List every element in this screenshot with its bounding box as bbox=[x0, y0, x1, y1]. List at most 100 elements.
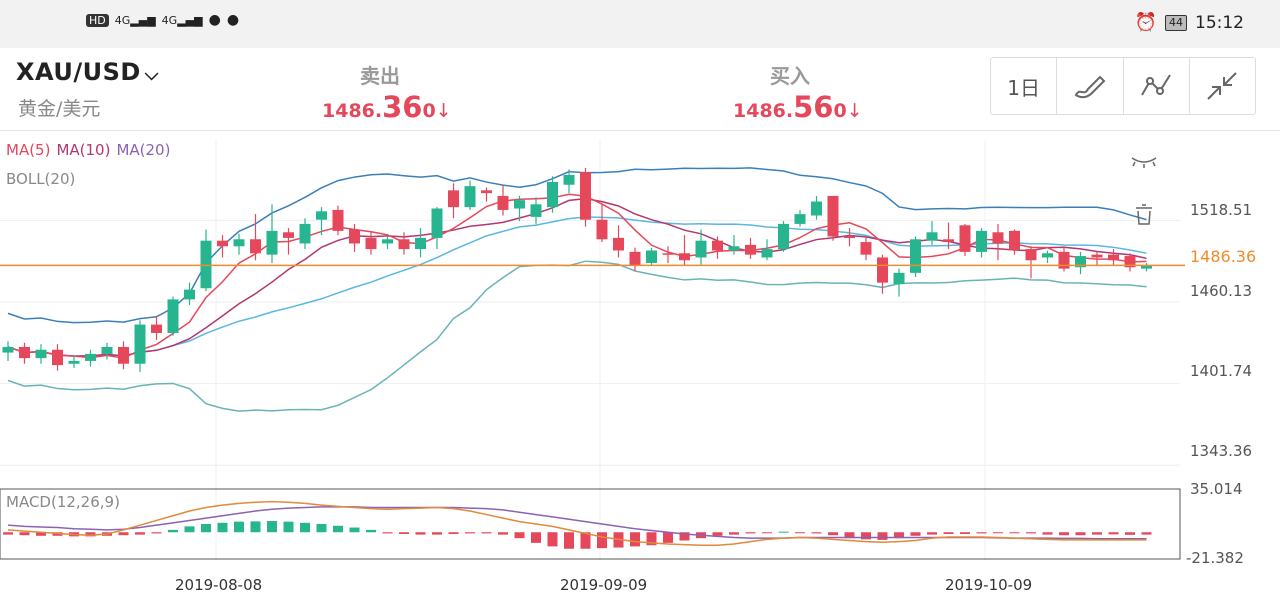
candle-body bbox=[167, 299, 179, 333]
macd-histogram-bar bbox=[19, 532, 30, 536]
candle-body bbox=[1025, 249, 1037, 261]
candle-body bbox=[1108, 254, 1119, 261]
chart-toolbar: 1日 bbox=[990, 57, 1256, 115]
candle-body bbox=[728, 246, 740, 251]
status-bar: HD 4G▂▄▆ 4G▂▄▆ ● ● ⏰ 44 15:12 bbox=[0, 0, 1280, 48]
alarm-icon: ⏰ bbox=[1134, 12, 1157, 33]
clock: 15:12 bbox=[1195, 12, 1244, 33]
macd-dea-line bbox=[7, 506, 1147, 540]
sell-label: 卖出 bbox=[360, 64, 400, 88]
macd-histogram-bar bbox=[729, 532, 739, 535]
macd-legend: MACD(12,26,9) bbox=[6, 493, 120, 511]
candle-body bbox=[827, 195, 839, 237]
candle-body bbox=[712, 240, 723, 251]
macd-dif-line bbox=[7, 500, 1147, 546]
macd-histogram-bar bbox=[976, 532, 987, 534]
candle-body bbox=[844, 236, 855, 238]
macd-histogram-bar bbox=[1059, 532, 1069, 536]
candle-body bbox=[613, 237, 624, 251]
macd-histogram-bar bbox=[349, 527, 360, 533]
ma5-line bbox=[7, 193, 1147, 359]
macd-histogram-bar bbox=[283, 521, 294, 533]
macd-histogram-bar bbox=[1141, 532, 1152, 535]
current-price-label: 1486.36 bbox=[1190, 247, 1257, 266]
candle-body bbox=[316, 211, 327, 220]
candle-body bbox=[481, 190, 492, 194]
macd-histogram-bar bbox=[630, 532, 640, 547]
candle-body bbox=[464, 186, 476, 208]
macd-histogram-bar bbox=[498, 532, 508, 535]
candle-body bbox=[283, 232, 294, 238]
qq-icon: ● bbox=[208, 12, 221, 28]
candle-body bbox=[646, 250, 657, 264]
buy-price[interactable]: 1486.560↓ bbox=[733, 90, 863, 124]
boll-mid-line bbox=[7, 216, 1147, 357]
boll-lower-line bbox=[7, 260, 1147, 412]
candle-body bbox=[68, 360, 80, 364]
macd-histogram-bar bbox=[300, 522, 310, 533]
candle-body bbox=[893, 272, 905, 285]
symbol-subtitle: 黄金/美元 bbox=[18, 98, 101, 120]
macd-histogram-bar bbox=[894, 532, 904, 539]
candle-body bbox=[266, 230, 278, 255]
candle-body bbox=[761, 249, 773, 258]
macd-histogram-bar bbox=[564, 532, 574, 549]
candle-body bbox=[398, 239, 410, 250]
ma5-legend: MA(5) bbox=[6, 141, 51, 159]
sell-price[interactable]: 1486.360↓ bbox=[322, 90, 452, 124]
collapse-icon[interactable] bbox=[1190, 58, 1255, 114]
macd-histogram-bar bbox=[844, 532, 855, 539]
timeframe-button[interactable]: 1日 bbox=[991, 58, 1058, 114]
battery-icon: 44 bbox=[1165, 14, 1187, 31]
candle-body bbox=[1091, 254, 1103, 258]
macd-histogram-bar bbox=[1125, 532, 1135, 535]
macd-histogram-bar bbox=[943, 532, 954, 535]
candle-body bbox=[52, 349, 63, 366]
symbol-selector[interactable]: XAU/USD ⌵ bbox=[16, 58, 159, 86]
down-arrow-icon: ↓ bbox=[435, 100, 452, 122]
hd-icon: HD bbox=[86, 13, 109, 27]
candle-body bbox=[547, 181, 558, 208]
candle-body bbox=[943, 239, 954, 243]
y-tick-label: 1460.13 bbox=[1190, 282, 1253, 300]
macd-histogram-bar bbox=[481, 532, 492, 534]
macd-tick-min: -21.382 bbox=[1186, 549, 1244, 567]
ma10-legend: MA(10) bbox=[56, 141, 111, 159]
candle-body bbox=[431, 208, 443, 238]
y-tick-label: 1343.36 bbox=[1190, 442, 1253, 460]
down-arrow-icon: ↓ bbox=[846, 100, 863, 122]
macd-histogram-bar bbox=[663, 532, 673, 543]
candle-body bbox=[662, 253, 674, 255]
macd-histogram-bar bbox=[465, 532, 475, 534]
candle-body bbox=[877, 257, 888, 283]
candle-body bbox=[200, 240, 212, 289]
macd-histogram-bar bbox=[217, 522, 228, 533]
candle-body bbox=[1009, 230, 1020, 251]
signal-4g-icon: 4G▂▄▆ bbox=[114, 13, 156, 27]
macd-histogram-bar bbox=[250, 521, 261, 533]
candle-body bbox=[926, 232, 938, 241]
wechat-icon: ● bbox=[226, 12, 240, 28]
draw-pen-icon[interactable] bbox=[1057, 58, 1124, 114]
candle-body bbox=[35, 349, 47, 359]
macd-histogram-bar bbox=[151, 532, 162, 534]
candle-body bbox=[778, 223, 789, 250]
candle-body bbox=[910, 239, 921, 273]
x-tick-label: 2019-10-09 bbox=[945, 576, 1033, 594]
macd-histogram-bar bbox=[580, 532, 591, 549]
macd-histogram-bar bbox=[861, 532, 871, 540]
indicator-icon[interactable] bbox=[1124, 58, 1190, 114]
candle-body bbox=[217, 240, 228, 247]
macd-histogram-bar bbox=[316, 524, 327, 533]
candle-body bbox=[1058, 251, 1070, 269]
macd-histogram-bar bbox=[267, 521, 277, 533]
candle-body bbox=[1124, 256, 1136, 268]
macd-histogram-bar bbox=[399, 532, 409, 535]
symbol-label: XAU/USD bbox=[16, 58, 141, 86]
candle-body bbox=[415, 237, 426, 250]
candle-body bbox=[695, 240, 707, 258]
macd-histogram-bar bbox=[366, 529, 376, 533]
macd-histogram-bar bbox=[877, 532, 888, 540]
candle-body bbox=[679, 253, 690, 261]
